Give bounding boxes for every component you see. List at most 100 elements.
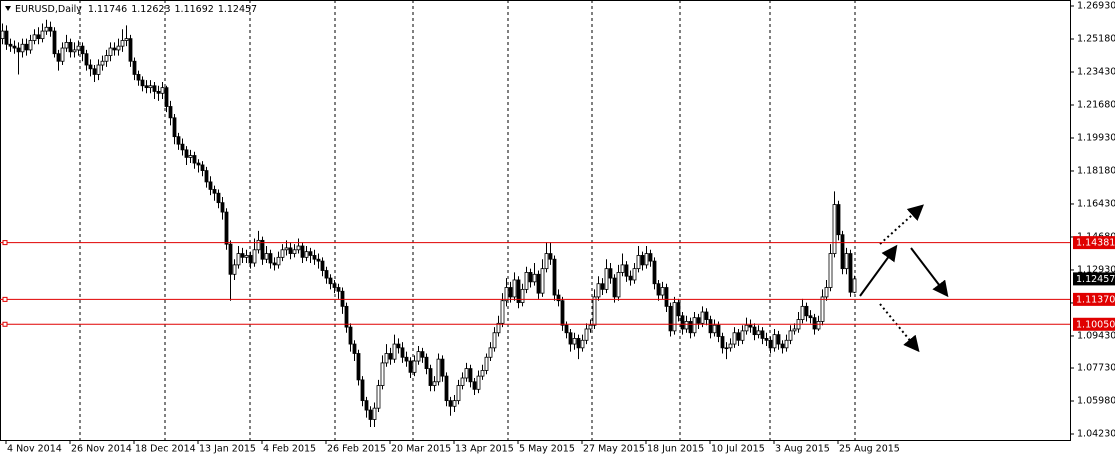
candle-body [144, 85, 149, 89]
candle-body [180, 143, 185, 151]
candle-body [660, 287, 665, 296]
candle-body [824, 287, 829, 298]
candle-body [40, 30, 45, 40]
candle-body [460, 377, 465, 386]
candle-body [712, 324, 717, 334]
candle-body [64, 41, 69, 49]
candle-body [532, 273, 537, 283]
candle-body [560, 300, 565, 326]
candle-body [468, 368, 473, 383]
candle-body [276, 256, 281, 266]
candle-body [312, 255, 317, 260]
candle-body [832, 204, 837, 254]
y-tick-label: 1.18180 [1077, 165, 1115, 176]
candle-body [580, 339, 585, 349]
candle-body [704, 311, 709, 320]
candle-body [260, 239, 265, 260]
x-tick-label: 27 May 2015 [583, 444, 645, 455]
high-value: 1.12623 [131, 4, 170, 15]
level-handle [2, 296, 8, 302]
candle-body [364, 400, 369, 411]
x-tick-label: 4 Nov 2014 [7, 444, 62, 455]
candle-body [16, 47, 21, 53]
forecast-arrows [859, 204, 949, 353]
candle-body [68, 41, 73, 53]
candle-body [792, 328, 797, 332]
candle-body [348, 326, 353, 345]
candle-body [100, 60, 105, 66]
candle-body [812, 317, 817, 330]
candle-body [376, 385, 381, 409]
candle-body [216, 192, 221, 204]
candle-body [820, 296, 825, 322]
candle-body [196, 162, 201, 166]
menu-icon[interactable] [5, 6, 11, 11]
candle-body [720, 336, 725, 349]
candle-body [568, 332, 573, 345]
candle-body [264, 253, 269, 260]
candle-body [328, 277, 333, 285]
candle-body [508, 287, 513, 298]
candle-body [232, 264, 237, 275]
candle-body [224, 211, 229, 245]
candle-body [620, 264, 625, 273]
candle-body [236, 253, 241, 266]
candle-body [652, 260, 657, 285]
x-tick-label: 10 Jul 2015 [711, 444, 765, 455]
x-tick-label: 26 Nov 2014 [71, 444, 132, 455]
candle-body [88, 64, 93, 70]
candle-body [692, 317, 697, 334]
candle-body [56, 53, 61, 62]
candle-body [592, 296, 597, 326]
candle-body [132, 60, 137, 75]
candle-body [776, 334, 781, 345]
candle-body [308, 251, 313, 256]
y-tick-label: 1.04230 [1077, 429, 1115, 440]
candle-body [340, 290, 345, 307]
candle-body [44, 26, 49, 32]
candle-body [220, 202, 225, 213]
x-tick-label: 4 Feb 2015 [263, 444, 316, 455]
candle-body [688, 321, 693, 334]
candle-body [552, 258, 557, 296]
level-label-box [1073, 236, 1115, 250]
candle-body [416, 351, 421, 362]
candle-body [76, 45, 81, 51]
candle-body [772, 334, 777, 349]
level-handle [2, 240, 8, 246]
candle-body [228, 243, 233, 275]
candle-body [700, 311, 705, 324]
x-tick-label: 5 May 2015 [519, 444, 575, 455]
candle-body [828, 253, 833, 288]
y-tick-label: 1.07730 [1077, 363, 1115, 374]
candle-body [400, 347, 405, 358]
y-tick-label: 1.25180 [1077, 33, 1115, 44]
candle-body [608, 268, 613, 279]
price-label: 1.12457 [1076, 274, 1115, 285]
y-tick-label: 1.05980 [1077, 396, 1115, 407]
candle-body [444, 375, 449, 402]
candle-body [600, 283, 605, 290]
x-tick-label: 20 Mar 2015 [391, 444, 451, 455]
candle-body [360, 379, 365, 402]
candle-body [136, 74, 141, 81]
candle-body [588, 324, 593, 330]
y-tick-label: 1.23430 [1077, 66, 1115, 77]
candle-body [524, 272, 529, 290]
candle-body [784, 339, 789, 349]
candle-body [844, 253, 849, 270]
y-tick-label: 1.16430 [1077, 198, 1115, 209]
candle-body [184, 149, 189, 158]
y-tick-label: 1.26930 [1077, 0, 1115, 11]
candle-body [764, 338, 769, 341]
candle-body [188, 155, 193, 158]
candle-body [244, 255, 249, 258]
candle-body [428, 368, 433, 386]
candle-body [288, 247, 293, 254]
candle-body [736, 332, 741, 341]
candle-body [744, 324, 749, 332]
candle-body [256, 239, 261, 251]
candle-body [512, 279, 517, 298]
candle-body [760, 330, 765, 339]
candle-body [128, 38, 133, 62]
